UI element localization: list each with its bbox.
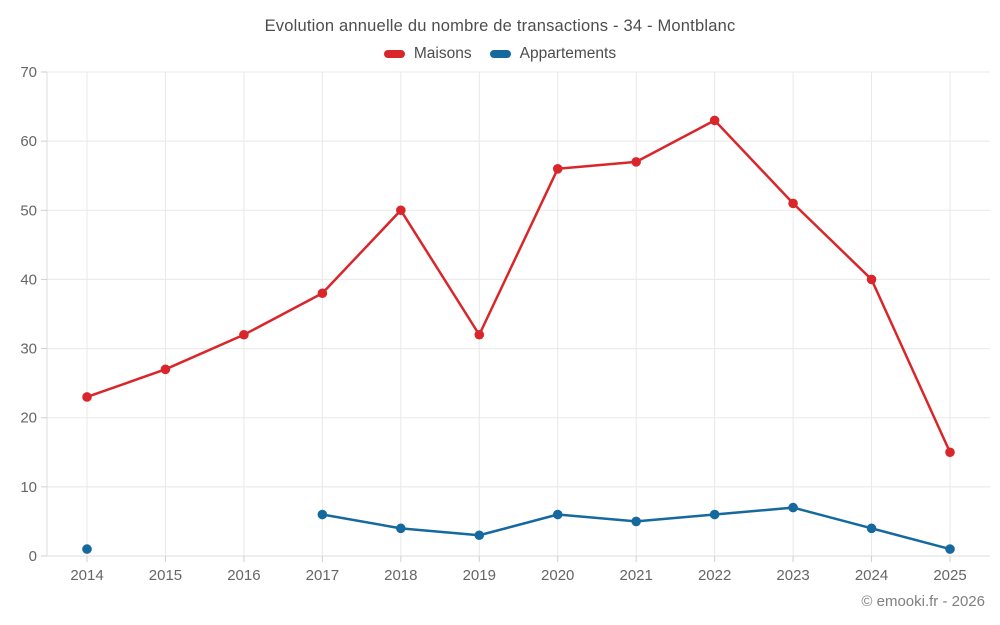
x-tick-label-2023: 2023 [776, 567, 809, 584]
point-appartements-2021[interactable] [631, 516, 641, 527]
point-maisons-2020[interactable] [552, 164, 563, 174]
point-maisons-2021[interactable] [631, 157, 641, 167]
legend-swatch-maisons [383, 50, 405, 58]
x-tick-label-2016: 2016 [227, 567, 260, 584]
point-maisons-2024[interactable] [866, 274, 877, 285]
legend-label-appartements: Appartements [519, 45, 617, 62]
legend-item-appartements[interactable]: Appartements [489, 45, 617, 63]
point-maisons-2025[interactable] [945, 447, 955, 458]
point-maisons-2019[interactable] [474, 329, 485, 340]
point-appartements-2023[interactable] [788, 502, 798, 513]
x-tick-label-2019: 2019 [463, 567, 496, 584]
copyright-text: © emooki.fr - 2026 [861, 593, 985, 610]
point-maisons-2015[interactable] [160, 364, 171, 375]
point-maisons-2018[interactable] [396, 205, 406, 216]
y-tick-label-10: 10 [20, 479, 37, 496]
point-appartements-2022[interactable] [709, 509, 720, 520]
y-tick-label-20: 20 [20, 410, 37, 427]
point-appartements-2024[interactable] [866, 523, 877, 534]
x-tick-label-2014: 2014 [70, 567, 103, 584]
x-tick-label-2018: 2018 [384, 567, 417, 584]
point-maisons-2017[interactable] [317, 288, 328, 299]
series-line-maisons [85, 119, 952, 454]
point-appartements-2014[interactable] [82, 544, 92, 554]
point-appartements-2025[interactable] [945, 544, 955, 554]
point-appartements-2018[interactable] [396, 523, 406, 534]
y-tick-label-70: 70 [20, 64, 37, 81]
y-tick-label-30: 30 [20, 341, 37, 358]
point-appartements-2019[interactable] [474, 530, 485, 541]
x-tick-label-2015: 2015 [149, 567, 182, 584]
x-tick-label-2021: 2021 [619, 567, 652, 584]
x-tick-label-2020: 2020 [541, 567, 574, 584]
x-tick-label-2025: 2025 [933, 567, 966, 584]
x-tick-label-2017: 2017 [306, 567, 339, 584]
y-tick-label-40: 40 [20, 271, 37, 288]
x-tick-label-2022: 2022 [698, 567, 731, 584]
point-maisons-2023[interactable] [788, 198, 798, 209]
point-appartements-2020[interactable] [552, 509, 563, 520]
y-tick-label-50: 50 [20, 202, 37, 219]
point-maisons-2022[interactable] [709, 115, 720, 126]
chart-title: Evolution annuelle du nombre de transact… [264, 17, 736, 35]
point-appartements-2017[interactable] [317, 509, 328, 520]
legend-label-maisons: Maisons [413, 45, 472, 62]
point-maisons-2014[interactable] [82, 392, 92, 402]
x-tick-label-2024: 2024 [855, 567, 888, 584]
legend-swatch-appartements [489, 50, 511, 58]
legend-item-maisons[interactable]: Maisons [383, 45, 472, 63]
y-tick-label-0: 0 [29, 548, 37, 565]
point-maisons-2016[interactable] [239, 329, 249, 340]
chart-legend: Maisons Appartements [0, 45, 1000, 63]
y-tick-label-60: 60 [20, 133, 37, 150]
